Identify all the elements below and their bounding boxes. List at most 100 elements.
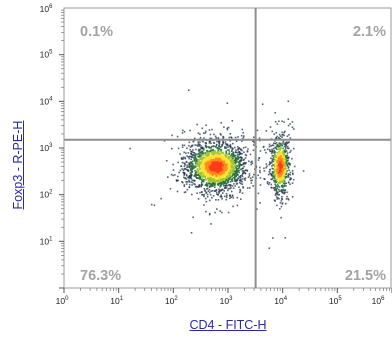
event-dot — [221, 163, 224, 167]
event-dot — [216, 143, 218, 146]
event-dot — [196, 123, 198, 126]
event-dot — [198, 160, 201, 162]
event-dot — [208, 129, 211, 131]
event-dot — [215, 157, 218, 160]
event-dot — [277, 153, 280, 156]
event-dot — [285, 155, 287, 157]
quadrant-label-bottom-left: 76.3% — [80, 268, 121, 284]
event-dot — [207, 182, 209, 185]
event-dot — [216, 183, 219, 185]
event-dot — [184, 164, 186, 166]
event-dot — [205, 130, 207, 133]
event-dot — [208, 188, 211, 191]
event-dot — [249, 177, 252, 179]
event-dot — [218, 191, 220, 193]
event-dot — [207, 155, 209, 157]
event-dot — [259, 177, 262, 179]
event-dot — [228, 184, 230, 186]
event-dot — [235, 160, 237, 162]
event-dot — [292, 178, 295, 181]
event-dot — [221, 188, 223, 191]
event-dot — [278, 164, 281, 168]
event-dot — [279, 143, 281, 145]
event-dot — [192, 165, 194, 167]
event-dot — [206, 193, 209, 196]
event-dot — [278, 136, 280, 139]
event-dot — [217, 151, 220, 153]
event-dot — [278, 156, 281, 160]
event-dot — [205, 154, 207, 157]
event-dot — [198, 156, 200, 158]
event-dot — [219, 155, 223, 158]
event-dot — [271, 151, 274, 153]
event-dot — [259, 150, 262, 152]
event-dot — [206, 153, 209, 155]
event-dot — [243, 178, 246, 180]
event-dot — [263, 145, 265, 148]
event-dot — [202, 156, 204, 159]
event-dot — [226, 144, 229, 146]
event-dot — [222, 140, 224, 142]
event-dot — [186, 164, 188, 167]
quadrant-labels: 0.1% 2.1% 76.3% 21.5% — [80, 24, 386, 284]
event-dot — [231, 168, 233, 171]
event-dot — [270, 145, 272, 147]
event-dot — [234, 155, 236, 157]
event-dot — [199, 167, 202, 170]
event-dot — [217, 148, 220, 150]
event-dot — [206, 195, 209, 198]
event-dot — [191, 184, 193, 186]
event-dot — [190, 167, 193, 169]
event-dot — [270, 157, 272, 160]
x-tick-label: 103 — [220, 296, 233, 306]
x-tick-label: 100 — [56, 296, 69, 306]
event-dot — [231, 180, 233, 182]
event-dot — [205, 146, 207, 149]
event-dot — [285, 167, 287, 170]
event-dot — [275, 147, 277, 150]
event-dot — [276, 151, 279, 154]
event-dot — [230, 186, 232, 189]
event-dot — [188, 183, 191, 186]
event-dot — [212, 153, 215, 156]
event-dot — [270, 186, 273, 189]
event-dot — [280, 165, 284, 168]
event-dot — [234, 178, 236, 180]
event-dot — [279, 182, 281, 185]
event-dot — [278, 168, 281, 171]
event-dot — [239, 164, 241, 167]
event-dot — [225, 152, 227, 154]
event-dot — [276, 187, 279, 189]
event-dot — [210, 160, 213, 163]
event-dot — [171, 147, 173, 150]
event-dot — [271, 148, 273, 151]
event-dot — [210, 164, 213, 167]
event-dot — [233, 177, 236, 179]
event-dot — [201, 147, 203, 150]
event-dot — [232, 187, 235, 189]
event-dot — [205, 142, 207, 144]
event-dot — [261, 103, 264, 105]
event-dot — [291, 196, 294, 198]
event-dot — [280, 180, 282, 183]
event-dot — [251, 162, 254, 165]
event-dot — [180, 158, 183, 160]
event-dot — [246, 150, 249, 153]
event-dot — [263, 149, 266, 151]
event-dot — [183, 144, 186, 147]
event-dot — [197, 155, 199, 158]
event-dot — [236, 146, 239, 148]
event-dot — [285, 161, 288, 163]
event-dot — [203, 179, 205, 181]
event-dot — [288, 141, 290, 143]
event-dot — [214, 177, 217, 180]
event-dot — [281, 195, 283, 198]
event-dot — [274, 153, 276, 156]
event-dot — [274, 169, 276, 171]
event-dot — [208, 142, 211, 144]
event-dot — [195, 166, 197, 168]
event-dot — [226, 194, 228, 197]
event-dot — [209, 212, 211, 215]
event-dot — [202, 172, 204, 175]
event-dot — [229, 194, 231, 197]
